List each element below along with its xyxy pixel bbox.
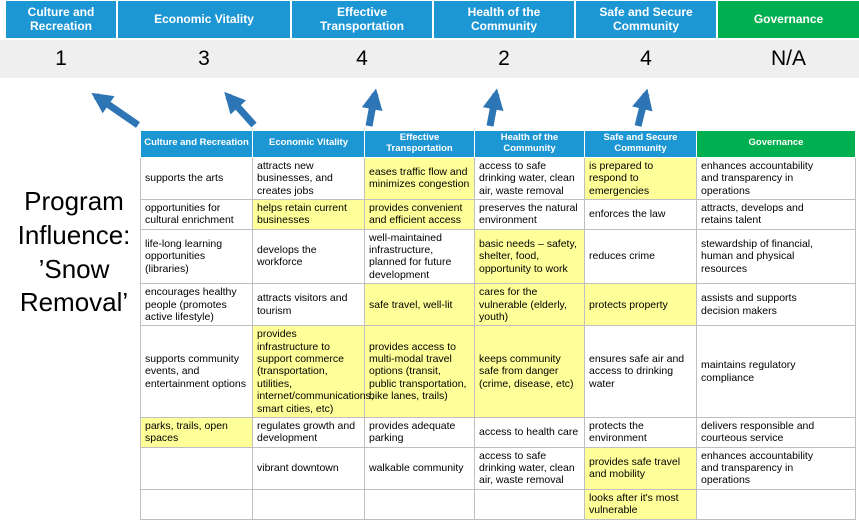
- table-row: supports the arts attracts new businesses…: [140, 156, 856, 200]
- matrix-cell: stewardship of financial, human and phys…: [696, 228, 856, 285]
- matrix-header-safe-and-secure-community: Safe and Secure Community: [584, 130, 697, 158]
- matrix-cell: supports community events, and entertain…: [140, 325, 253, 418]
- table-row: looks after it's most vulnerable: [140, 488, 856, 520]
- summary-header-safe-and-secure-community: Safe and Secure Community: [576, 1, 716, 38]
- score-effective-transportation: 4: [356, 47, 368, 70]
- matrix-cell: delivers responsible and courteous servi…: [696, 416, 856, 448]
- matrix-cell: attracts new businesses, and creates job…: [252, 156, 365, 200]
- matrix-cell: assists and supports decision makers: [696, 283, 856, 327]
- matrix-cell-highlighted: eases traffic flow and minimizes congest…: [364, 156, 475, 200]
- matrix-cell: attracts, develops and retains talent: [696, 198, 856, 230]
- matrix-cell: access to health care: [474, 416, 585, 448]
- matrix-header-effective-transportation: Effective Transportation: [364, 130, 475, 158]
- matrix-cell: [474, 488, 585, 520]
- matrix-cell: attracts visitors and tourism: [252, 283, 365, 327]
- score-row: 1 3 4 2 4 N/A: [0, 40, 859, 78]
- matrix-cell: provides adequate parking: [364, 416, 475, 448]
- table-row: life-long learning opportunities (librar…: [140, 228, 856, 285]
- matrix-cell: vibrant downtown: [252, 446, 365, 490]
- matrix-cell-highlighted: provides access to multi-modal travel op…: [364, 325, 475, 418]
- table-row: opportunities for cultural enrichment hel…: [140, 198, 856, 230]
- matrix-header-economic-vitality: Economic Vitality: [252, 130, 365, 158]
- matrix-cell: access to safe drinking water, clean air…: [474, 156, 585, 200]
- matrix-cell-highlighted: provides convenient and efficient access: [364, 198, 475, 230]
- up-arrow-icon: [91, 92, 140, 128]
- table-row: parks, trails, open spaces regulates grow…: [140, 416, 856, 448]
- up-arrow-icon: [632, 88, 653, 127]
- matrix-cell: protects the environment: [584, 416, 697, 448]
- summary-header-economic-vitality: Economic Vitality: [118, 1, 290, 38]
- summary-header-culture-and-recreation: Culture and Recreation: [6, 1, 116, 38]
- matrix-cell: develops the workforce: [252, 228, 365, 285]
- matrix-cell: [252, 488, 365, 520]
- table-row: encourages healthy people (promotes acti…: [140, 283, 856, 327]
- score-health-of-the-community: 2: [498, 47, 510, 70]
- matrix-cell-highlighted: provides safe travel and mobility: [584, 446, 697, 490]
- matrix-cell: supports the arts: [140, 156, 253, 200]
- matrix-cell: [696, 488, 856, 520]
- score-culture-and-recreation: 1: [55, 47, 67, 70]
- score-economic-vitality: 3: [198, 47, 210, 70]
- score-arrows: [91, 88, 653, 128]
- up-arrow-icon: [482, 88, 504, 127]
- matrix-cell: encourages healthy people (promotes acti…: [140, 283, 253, 327]
- table-row: vibrant downtown walkable community access…: [140, 446, 856, 490]
- score-governance: N/A: [770, 47, 806, 70]
- matrix-header-health-of-the-community: Health of the Community: [474, 130, 585, 158]
- influence-matrix: Culture and Recreation Economic Vitality E…: [140, 130, 856, 520]
- matrix-cell: ensures safe air and access to drinking …: [584, 325, 697, 418]
- program-influence-label: Program Influence: ’Snow Removal’: [17, 186, 131, 318]
- matrix-cell: well-maintained infrastructure, planned …: [364, 228, 475, 285]
- matrix-head: Culture and Recreation Economic Vitality E…: [140, 130, 856, 158]
- summary-header-governance: Governance: [718, 1, 859, 38]
- matrix-cell-highlighted: parks, trails, open spaces: [140, 416, 253, 448]
- matrix-cell: enhances accountability and transparency…: [696, 446, 856, 490]
- matrix-cell-highlighted: cares for the vulnerable (elderly, youth…: [474, 283, 585, 327]
- matrix-cell-highlighted: provides infrastructure to support comme…: [252, 325, 374, 418]
- matrix-cell-highlighted: safe travel, well-lit: [364, 283, 475, 327]
- matrix-cell: maintains regulatory compliance: [696, 325, 856, 418]
- matrix-cell: access to safe drinking water, clean air…: [474, 446, 585, 490]
- matrix-cell: enforces the law: [584, 198, 697, 230]
- matrix-header-culture-and-recreation: Culture and Recreation: [140, 130, 253, 158]
- matrix-cell-highlighted: is prepared to respond to emergencies: [584, 156, 697, 200]
- matrix-cell: life-long learning opportunities (librar…: [140, 228, 253, 285]
- summary-header-effective-transportation: Effective Transportation: [292, 1, 432, 38]
- matrix-cell-highlighted: looks after it's most vulnerable: [584, 488, 697, 520]
- matrix-cell: regulates growth and development: [252, 416, 365, 448]
- matrix-cell-highlighted: keeps community safe from danger (crime,…: [474, 325, 585, 418]
- matrix-header-row: Culture and Recreation Economic Vitality E…: [140, 130, 856, 158]
- table-row: supports community events, and entertain…: [140, 325, 856, 418]
- matrix-cell: reduces crime: [584, 228, 697, 285]
- up-arrow-icon: [361, 88, 383, 127]
- matrix-header-governance: Governance: [696, 130, 856, 158]
- matrix-cell: preserves the natural environment: [474, 198, 585, 230]
- matrix-cell: [140, 446, 253, 490]
- matrix-cell: walkable community: [364, 446, 475, 490]
- summary-header-band: Culture and Recreation Economic Vitality E…: [6, 1, 859, 38]
- matrix-cell-highlighted: protects property: [584, 283, 697, 327]
- up-arrow-icon: [224, 91, 257, 128]
- matrix-cell: [364, 488, 475, 520]
- summary-header-health-of-the-community: Health of the Community: [434, 1, 574, 38]
- matrix-cell-highlighted: basic needs – safety, shelter, food, opp…: [474, 228, 585, 285]
- matrix-cell-highlighted: helps retain current businesses: [252, 198, 365, 230]
- matrix-cell: [140, 488, 253, 520]
- matrix-cell: opportunities for cultural enrichment: [140, 198, 253, 230]
- score-safe-and-secure-community: 4: [640, 47, 652, 70]
- matrix-cell: enhances accountability and transparency…: [696, 156, 856, 200]
